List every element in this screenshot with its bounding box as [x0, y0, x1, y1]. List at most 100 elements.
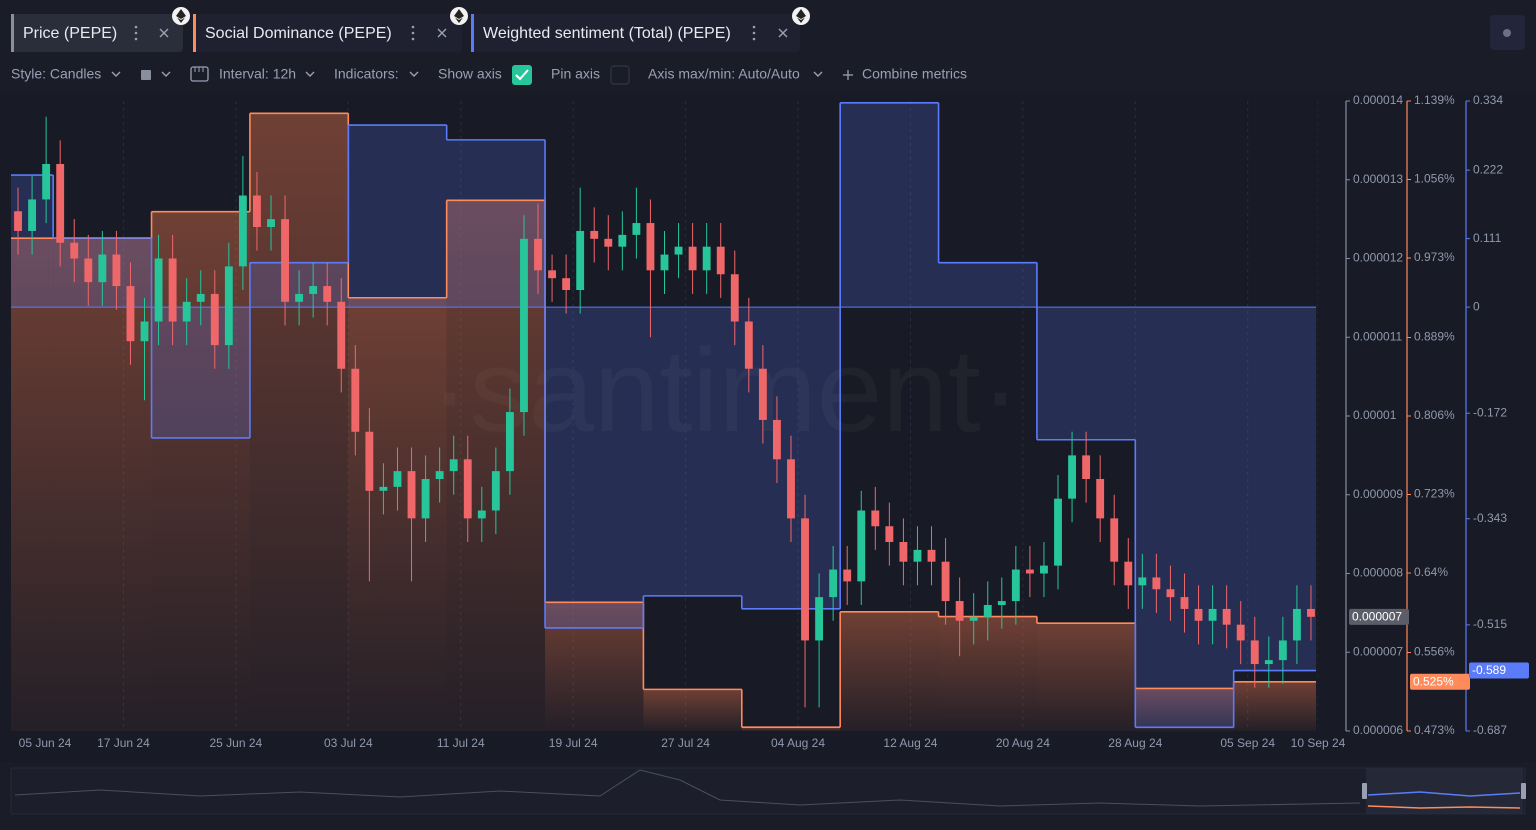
candle-body [435, 471, 444, 479]
tab-accent [11, 14, 14, 52]
value-badge-label: 0.000007 [1352, 609, 1402, 623]
tab-accent [471, 14, 474, 52]
candle-body [548, 270, 557, 279]
indicators-select[interactable]: Indicators: [334, 66, 419, 82]
y-tick-label: 0.334 [1473, 93, 1503, 107]
y-tick-label: 1.139% [1414, 93, 1455, 107]
color-select[interactable] [141, 70, 171, 80]
tab[interactable]: Social Dominance (PEPE) [193, 7, 468, 52]
candle-body [70, 242, 79, 259]
candle-body [534, 238, 542, 271]
candle-body [1082, 455, 1091, 479]
candle-body [520, 238, 528, 413]
candle-body [983, 605, 992, 617]
candle-body [1278, 640, 1287, 661]
tab-label: Price (PEPE) [23, 25, 117, 42]
tab-label: Social Dominance (PEPE) [205, 25, 392, 42]
candle-body [1222, 608, 1231, 625]
candle-body [379, 486, 388, 491]
menu-icon[interactable] [411, 25, 415, 41]
area [348, 297, 447, 731]
area [1036, 307, 1136, 440]
axis-range-select[interactable]: Axis max/min: Auto/Auto [648, 66, 823, 82]
candle-body [815, 597, 824, 641]
tab[interactable]: Price (PEPE) [11, 7, 190, 52]
eth-icon [792, 7, 810, 25]
area [840, 611, 939, 731]
tab-bg [11, 14, 183, 52]
candle-body [1292, 608, 1301, 641]
candle-body [801, 518, 809, 641]
candle-body [196, 293, 205, 302]
y-tick-label: 0.000006 [1353, 723, 1403, 737]
toolbar-label: Combine metrics [862, 66, 967, 82]
y-tick-label: 0.000012 [1353, 251, 1403, 265]
candle-body [562, 278, 571, 290]
close-icon[interactable] [437, 28, 447, 38]
menu-icon[interactable] [134, 25, 138, 41]
y-tick-label: 0.000014 [1353, 93, 1403, 107]
tab[interactable]: Weighted sentiment (Total) (PEPE) [471, 7, 810, 52]
candle-body [787, 459, 795, 519]
candle-body [899, 542, 908, 562]
y-tick-label: 0.973% [1414, 250, 1455, 264]
candle-body [295, 293, 304, 302]
x-tick-label: 10 Sep 24 [1291, 736, 1346, 750]
candle-body [182, 301, 191, 322]
x-tick-label: 27 Jul 24 [661, 736, 710, 750]
candle-body [505, 412, 514, 472]
x-tick-label: 04 Aug 24 [771, 736, 825, 750]
candle-body [421, 479, 430, 519]
style-select[interactable]: Style: Candles [11, 66, 121, 82]
candle-body [857, 510, 866, 582]
candle-body [871, 510, 880, 527]
show-axis-toggle[interactable]: Show axis [438, 65, 532, 85]
eth-icon [450, 7, 468, 25]
tab-bg [193, 14, 462, 52]
y-tick-label: 0.000008 [1353, 566, 1403, 580]
x-tick-label: 05 Jun 24 [19, 736, 72, 750]
candle-body [1208, 608, 1217, 621]
navigator[interactable] [10, 767, 1526, 815]
y-tick-label: 0.806% [1414, 408, 1455, 422]
menu-icon[interactable] [752, 25, 756, 41]
close-icon[interactable] [159, 28, 169, 38]
toolbar-label: Style: Candles [11, 66, 101, 82]
record-button[interactable] [1490, 15, 1525, 50]
candle-body [604, 238, 613, 247]
candle-body [42, 164, 51, 200]
y-tick-label: -0.343 [1473, 511, 1507, 525]
area [151, 307, 250, 438]
y-tick-label: 0.000011 [1353, 329, 1402, 343]
area [1233, 681, 1316, 731]
candle-body [1152, 577, 1161, 590]
combine-metrics-button[interactable]: Combine metrics [843, 66, 967, 82]
y-tick-label: 0.723% [1414, 487, 1455, 501]
y-tick-label: 0.00001 [1353, 408, 1397, 422]
candle-body [590, 230, 599, 239]
tab-accent [193, 14, 196, 52]
candle-body [407, 471, 416, 519]
x-tick-label: 12 Aug 24 [883, 736, 937, 750]
interval-select[interactable]: Interval: 12h [190, 66, 315, 82]
candle-body [56, 164, 65, 243]
y-tick-label: 0.556% [1414, 645, 1455, 659]
candle-body [224, 266, 233, 346]
tab-bg [471, 14, 800, 52]
candle-body [491, 471, 500, 511]
y-tick-label: 0.111 [1473, 231, 1502, 245]
candle-body [1110, 518, 1119, 562]
candle-body [927, 549, 936, 562]
pin-axis-toggle[interactable]: Pin axis [551, 65, 630, 85]
candle-body [267, 219, 275, 227]
y-tick-label: 0.889% [1414, 330, 1455, 344]
candle-body [463, 459, 472, 519]
close-icon[interactable] [778, 28, 788, 38]
area [348, 125, 447, 308]
x-tick-label: 11 Jul 24 [437, 736, 485, 750]
x-tick-label: 03 Jul 24 [324, 736, 373, 750]
candle-body [885, 526, 894, 542]
y-tick-label: 0.000009 [1353, 487, 1403, 501]
y-tick-label: 0.64% [1414, 565, 1448, 579]
x-tick-label: 28 Aug 24 [1108, 736, 1162, 750]
